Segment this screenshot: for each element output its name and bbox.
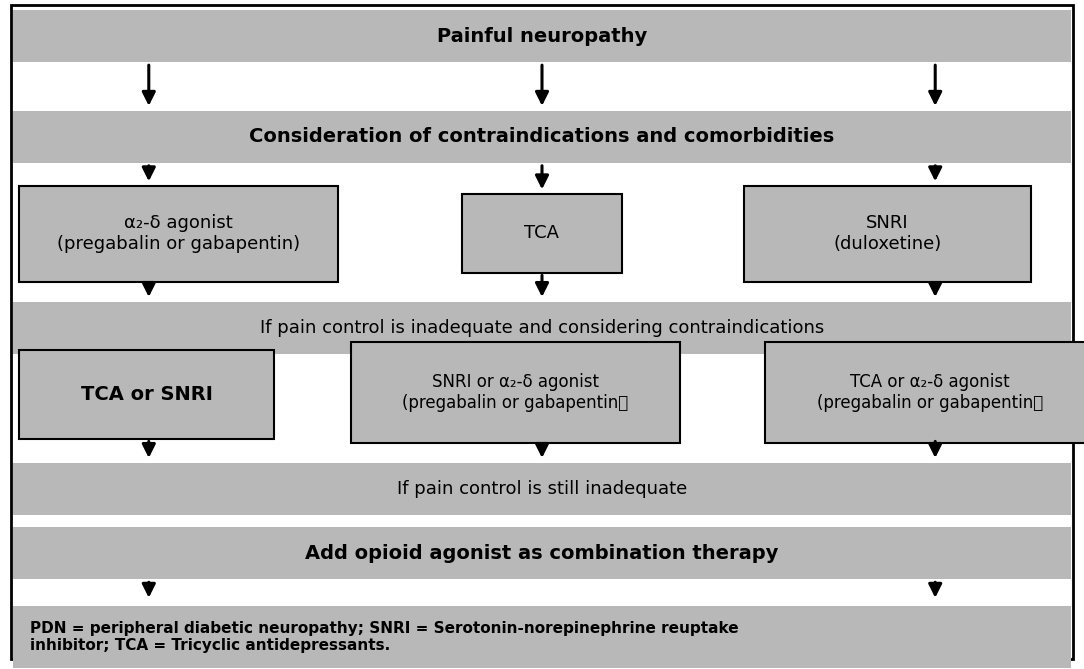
Bar bbox=[13, 605, 1071, 668]
Text: TCA: TCA bbox=[525, 224, 559, 242]
Bar bbox=[13, 463, 1071, 515]
Bar bbox=[13, 110, 1071, 163]
Bar bbox=[13, 527, 1071, 579]
Text: Add opioid agonist as combination therapy: Add opioid agonist as combination therap… bbox=[306, 544, 778, 563]
Bar bbox=[744, 186, 1031, 282]
Text: Painful neuropathy: Painful neuropathy bbox=[437, 27, 647, 45]
Text: If pain control is still inadequate: If pain control is still inadequate bbox=[397, 480, 687, 498]
Text: α₂-δ agonist
(pregabalin or gabapentin): α₂-δ agonist (pregabalin or gabapentin) bbox=[57, 215, 300, 254]
Bar bbox=[462, 194, 622, 273]
Text: TCA or α₂-δ agonist
(pregabalin or gabapentin）: TCA or α₂-δ agonist (pregabalin or gabap… bbox=[816, 373, 1043, 411]
Bar bbox=[351, 342, 680, 443]
Bar bbox=[765, 342, 1084, 443]
Text: SNRI
(duloxetine): SNRI (duloxetine) bbox=[834, 215, 942, 254]
Text: PDN = peripheral diabetic neuropathy; SNRI = Serotonin-norepinephrine reuptake
i: PDN = peripheral diabetic neuropathy; SN… bbox=[29, 621, 738, 653]
Bar bbox=[13, 302, 1071, 354]
Text: If pain control is inadequate and considering contraindications: If pain control is inadequate and consid… bbox=[260, 319, 824, 337]
Bar bbox=[13, 10, 1071, 62]
Bar bbox=[20, 186, 338, 282]
Bar bbox=[20, 350, 274, 439]
Text: TCA or SNRI: TCA or SNRI bbox=[80, 385, 212, 404]
Text: Consideration of contraindications and comorbidities: Consideration of contraindications and c… bbox=[249, 127, 835, 147]
Text: SNRI or α₂-δ agonist
(pregabalin or gabapentin）: SNRI or α₂-δ agonist (pregabalin or gaba… bbox=[402, 373, 629, 411]
